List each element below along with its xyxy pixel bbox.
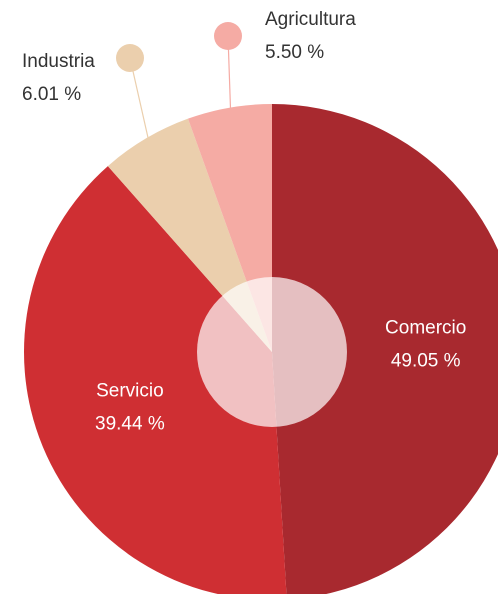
slice-value-label: 49.05 % <box>391 350 461 371</box>
slice-label: Agricultura <box>265 9 356 30</box>
slice-label: Comercio <box>385 317 466 338</box>
pie-slice <box>24 166 287 594</box>
leader-dot <box>116 44 144 72</box>
slice-value-label: 6.01 % <box>22 84 81 105</box>
slice-label: Industria <box>22 51 95 72</box>
slice-value-label: 5.50 % <box>265 42 324 63</box>
slice-value-label: 39.44 % <box>95 414 165 435</box>
center-circle <box>197 277 347 427</box>
pie-slice <box>272 104 498 594</box>
slice-label: Servicio <box>96 381 164 402</box>
leader-dot <box>214 22 242 50</box>
leader-line <box>129 57 151 146</box>
